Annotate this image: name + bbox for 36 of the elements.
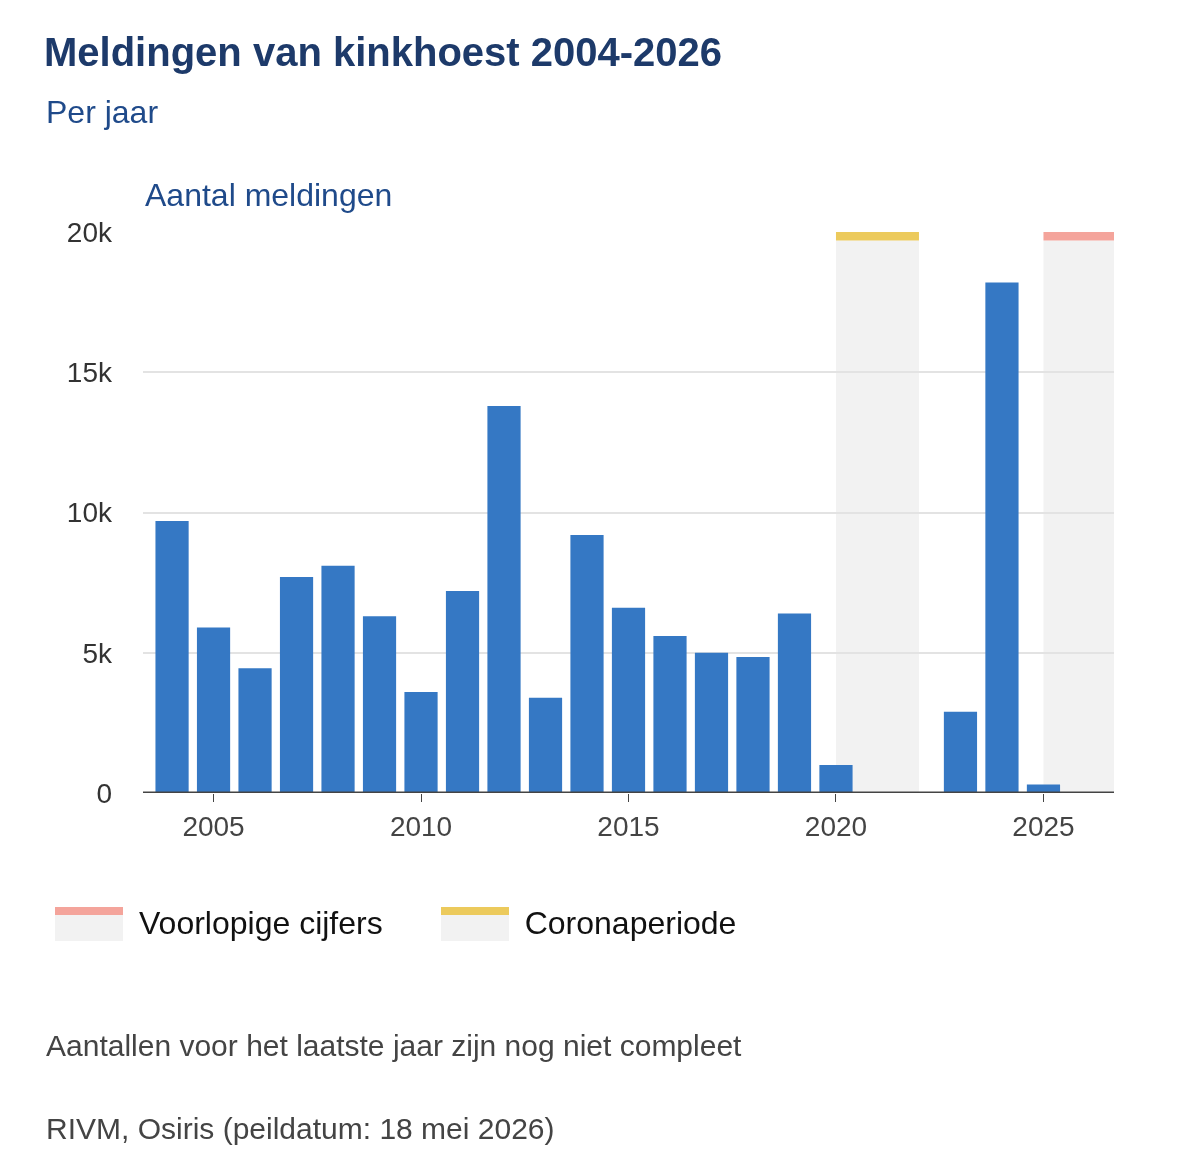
bar xyxy=(694,652,729,793)
bar xyxy=(653,635,687,793)
text: Aantallen voor het laatste jaar zijn nog niet compleet xyxy=(46,1029,743,1062)
x-tick-label: 2015 xyxy=(597,810,660,842)
bar xyxy=(279,577,314,793)
bar xyxy=(238,668,272,793)
y-tick-label: 20k xyxy=(66,216,113,248)
y-tick-label: 15k xyxy=(66,357,113,389)
bar xyxy=(155,520,189,793)
y-tick-label: 5k xyxy=(82,637,113,669)
bar xyxy=(528,697,563,793)
y-tick-label: 10k xyxy=(66,497,113,529)
chart-title: Meldingen van kinkhoest 2004-2026 xyxy=(44,30,723,74)
chart-subtitle: Per jaar xyxy=(46,94,159,130)
text: RIVM, Osiris (peildatum: 18 mei 2026) xyxy=(46,1112,555,1145)
legend-label: Voorlopige cijfers xyxy=(139,905,383,942)
y-axis-title: Aantal meldingen xyxy=(145,177,393,213)
bar xyxy=(611,607,646,793)
x-tick-label: 2020 xyxy=(804,810,868,842)
bar xyxy=(736,656,770,793)
bar xyxy=(445,591,480,793)
x-tick-label: 2010 xyxy=(389,810,453,842)
bar xyxy=(570,534,604,793)
bar xyxy=(943,711,978,793)
bar xyxy=(404,692,438,793)
bar xyxy=(985,282,1019,793)
bar xyxy=(196,627,231,793)
x-tick-label: 2005 xyxy=(182,810,245,842)
bar xyxy=(819,764,853,793)
legend-label: Coronaperiode xyxy=(524,905,737,942)
bar xyxy=(321,565,355,793)
bar xyxy=(777,613,812,793)
x-tick-label: 2025 xyxy=(1012,810,1075,842)
y-tick-label: 0 xyxy=(96,777,112,809)
bar xyxy=(487,405,521,793)
bar xyxy=(362,616,397,793)
